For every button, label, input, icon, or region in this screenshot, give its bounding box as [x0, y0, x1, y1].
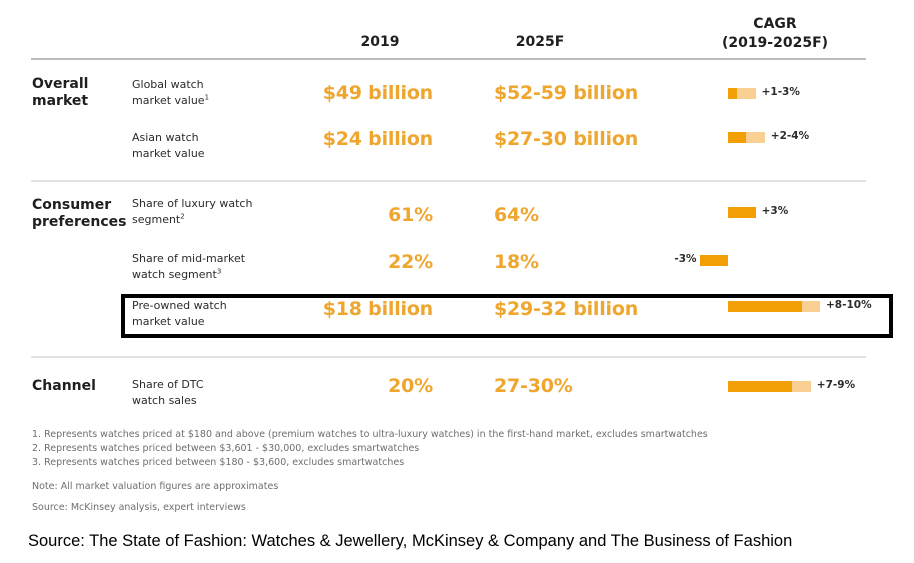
cagr-bar-range [792, 381, 811, 392]
section-label-line: market [32, 93, 89, 109]
metric-label-line: segment [132, 213, 181, 226]
cagr-bar-low [700, 255, 728, 266]
value-2019-dtc-share: 20% [388, 375, 433, 397]
cagr-bar-range [737, 88, 756, 99]
footnote-marker: 3 [216, 267, 222, 276]
value-2025-asian-watch: $27-30 billion [494, 128, 639, 150]
divider-overall-consumer [31, 180, 866, 182]
footnote-2: 2. Represents watches priced between $3,… [32, 443, 420, 454]
cagr-header-line1: CAGR [753, 16, 797, 32]
header-divider [31, 58, 866, 60]
cagr-label: -3% [674, 253, 697, 265]
metric-label-line: Share of mid-market [132, 252, 246, 265]
section-label-line: Overall [32, 76, 89, 92]
cagr-bar-low [728, 88, 738, 99]
metric-label-global-watch: Global watch market value1 [132, 77, 209, 109]
cagr-bar-low [728, 381, 793, 392]
column-header-cagr: CAGR (2019-2025F) [700, 15, 850, 53]
footnote-1: 1. Represents watches priced at $180 and… [32, 429, 708, 440]
section-label-consumer-preferences: Consumer preferences [32, 197, 127, 231]
metric-label-line: watch segment [132, 268, 217, 281]
value-2019-luxury-share: 61% [388, 204, 433, 226]
footnote-3: 3. Represents watches priced between $18… [32, 457, 405, 468]
section-label-line: Consumer [32, 197, 112, 213]
section-label-line: Channel [32, 378, 96, 394]
metric-label-line: Share of luxury watch [132, 197, 253, 210]
value-2019-global-watch: $49 billion [322, 82, 434, 104]
section-label-channel: Channel [32, 378, 96, 395]
section-label-overall-market: Overall market [32, 76, 88, 110]
value-2025-mid-market-share: 18% [494, 251, 539, 273]
value-2019-pre-owned: $18 billion [322, 298, 434, 320]
value-2025-dtc-share: 27-30% [494, 375, 573, 397]
value-2019-asian-watch: $24 billion [322, 128, 434, 150]
cagr-bar-range [746, 132, 765, 143]
metric-label-dtc-share: Share of DTC watch sales [132, 377, 204, 409]
metric-label-line: watch sales [132, 394, 197, 407]
cagr-bar-range [801, 301, 820, 312]
metric-label-line: Share of DTC [132, 378, 204, 391]
metric-label-line: market value [132, 94, 205, 107]
metric-label-luxury-share: Share of luxury watch segment2 [132, 196, 252, 228]
metric-label-line: Asian watch [132, 131, 199, 144]
cagr-label: +1-3% [761, 86, 800, 98]
metric-label-asian-watch: Asian watch market value [132, 130, 205, 162]
metric-label-line: market value [132, 315, 205, 328]
cagr-bar-low [728, 132, 747, 143]
highlight-box-pre-owned [121, 294, 893, 338]
cagr-header-line2: (2019-2025F) [721, 35, 829, 51]
cagr-bar-low [728, 301, 802, 312]
cagr-bar-low [728, 207, 756, 218]
footnote-marker: 2 [180, 212, 185, 221]
footnotes: 1. Represents watches priced at $180 and… [32, 428, 708, 470]
cagr-label: +3% [761, 205, 789, 217]
cagr-label: +8-10% [826, 299, 872, 311]
metric-label-line: Pre-owned watch [132, 299, 227, 312]
metric-label-mid-market-share: Share of mid-market watch segment3 [132, 251, 245, 283]
value-2025-pre-owned: $29-32 billion [494, 298, 639, 320]
footnote-marker: 1 [204, 93, 210, 102]
source-caption: Source: The State of Fashion: Watches & … [28, 532, 793, 550]
value-2025-global-watch: $52-59 billion [494, 82, 639, 104]
cagr-label: +2-4% [770, 130, 810, 142]
value-2019-mid-market-share: 22% [388, 251, 433, 273]
metric-label-line: Global watch [132, 78, 204, 91]
metric-label-pre-owned: Pre-owned watch market value [132, 298, 227, 330]
metric-label-line: market value [132, 147, 205, 160]
section-label-line: preferences [32, 214, 127, 230]
column-header-2019: 2019 [360, 34, 400, 50]
value-2025-luxury-share: 64% [494, 204, 539, 226]
note-approximates: Note: All market valuation figures are a… [32, 481, 279, 492]
divider-consumer-channel [31, 356, 866, 358]
inner-source: Source: McKinsey analysis, expert interv… [32, 502, 246, 513]
cagr-label: +7-9% [816, 379, 856, 391]
column-header-2025f: 2025F [515, 34, 565, 50]
